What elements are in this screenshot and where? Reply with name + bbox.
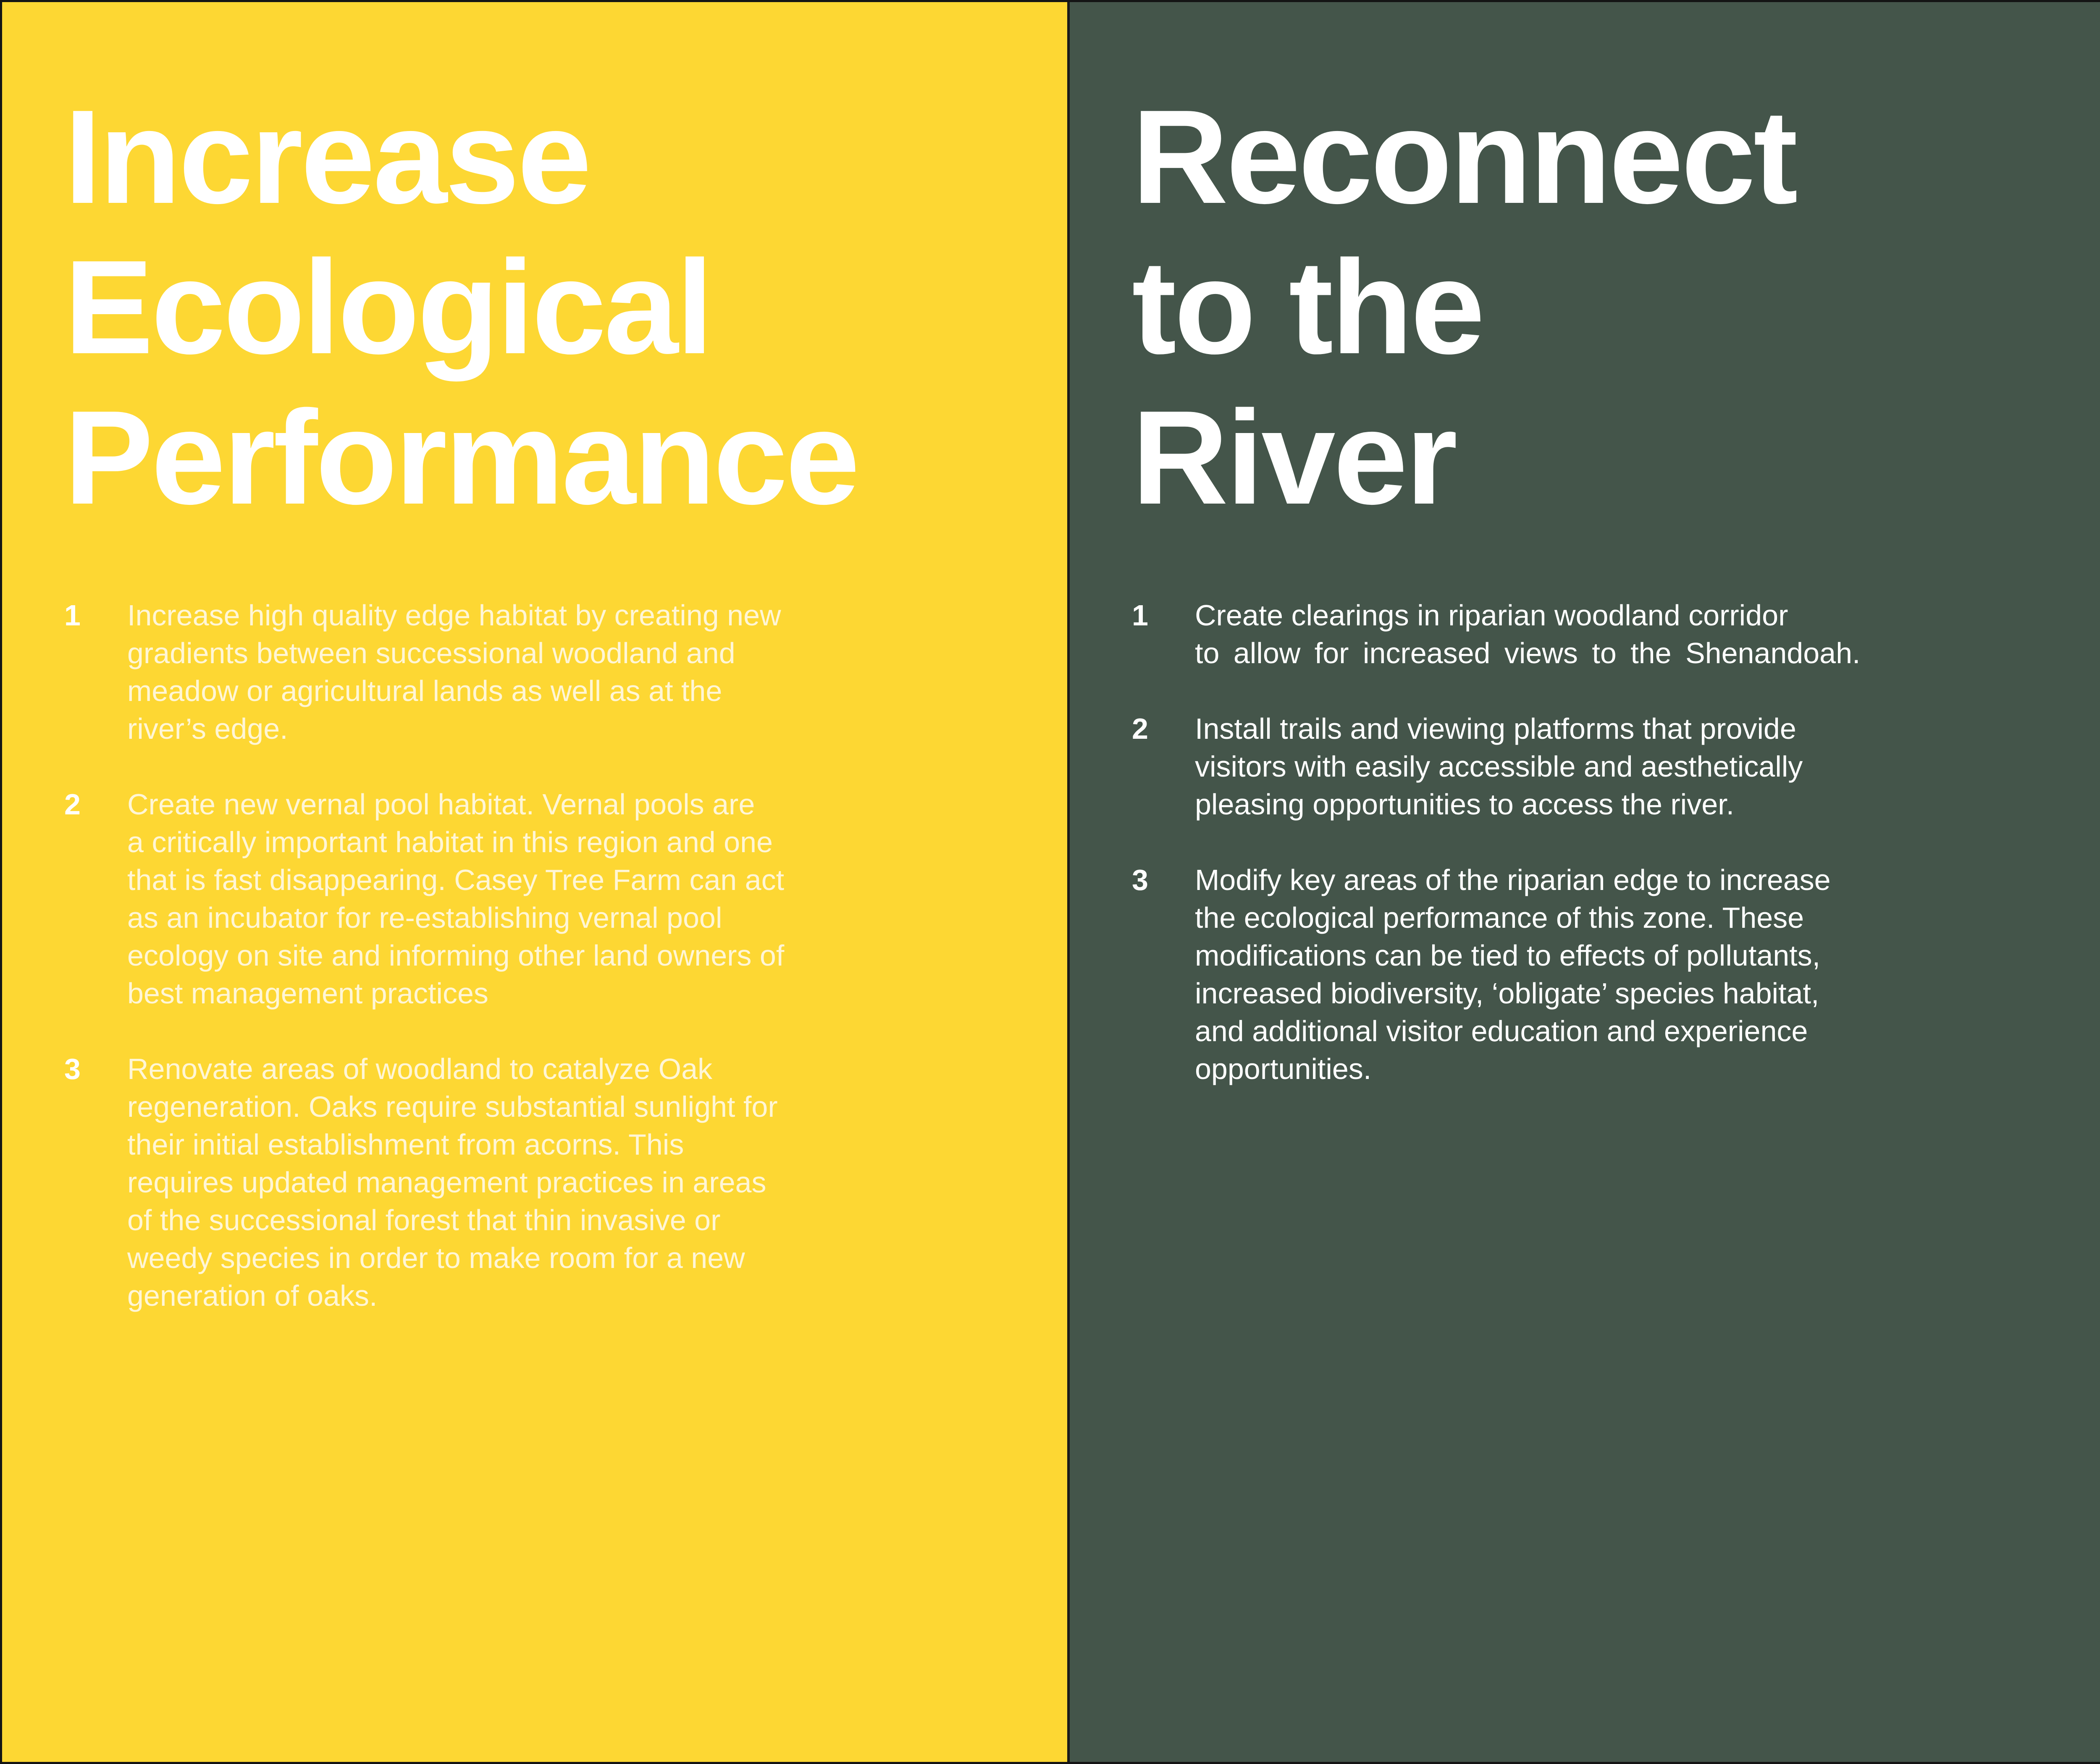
item-number: 3	[64, 1053, 81, 1085]
title-line: to the	[1132, 233, 1485, 382]
title-line: Performance	[64, 383, 860, 532]
text-line: that is fast disappearing. Casey Tree Fa…	[127, 864, 785, 896]
text-line: Install trails and viewing platforms tha…	[1195, 712, 1796, 745]
item-number: 1	[64, 599, 81, 632]
text-line: to allow for increased views to the Shen…	[1195, 637, 1861, 669]
text-line: ecology on site and informing other land…	[127, 939, 785, 972]
text-line: a critically important habitat in this r…	[127, 826, 773, 858]
text-line: Increase high quality edge habitat by cr…	[127, 599, 781, 632]
ecological-performance-panel: Increase Ecological Performance 1 Increa…	[2, 2, 1070, 1762]
text-line: best management practices	[127, 977, 488, 1010]
text-line: gradients between successional woodland …	[127, 637, 735, 669]
reconnect-river-title: Reconnect to the River	[1132, 82, 1798, 533]
item-text: Create new vernal pool habitat. Vernal p…	[127, 785, 784, 1012]
text-line: Modify key areas of the riparian edge to…	[1195, 864, 1831, 896]
text-line: requires updated management practices in…	[127, 1166, 766, 1199]
item-text: Create clearings in riparian woodland co…	[1195, 596, 1860, 672]
text-line: pleasing opportunities to access the riv…	[1195, 788, 1735, 821]
ecological-performance-list: 1 Increase high quality edge habitat by …	[64, 596, 784, 1352]
list-item: 1 Increase high quality edge habitat by …	[64, 596, 784, 748]
text-line: visitors with easily accessible and aest…	[1195, 750, 1803, 783]
list-item: 2 Create new vernal pool habitat. Vernal…	[64, 785, 784, 1012]
text-line: Create clearings in riparian woodland co…	[1195, 599, 1788, 632]
title-line: River	[1132, 383, 1457, 532]
item-number: 3	[1132, 864, 1148, 896]
text-line: of the successional forest that thin inv…	[127, 1204, 721, 1236]
text-line: opportunities.	[1195, 1053, 1372, 1085]
list-item: 1 Create clearings in riparian woodland …	[1132, 596, 1860, 672]
item-text: Install trails and viewing platforms tha…	[1195, 710, 1803, 823]
text-line: as an incubator for re-establishing vern…	[127, 901, 722, 934]
item-number: 2	[64, 788, 81, 821]
item-text: Increase high quality edge habitat by cr…	[127, 596, 781, 748]
title-line: Ecological	[64, 233, 713, 382]
text-line: the ecological performance of this zone.…	[1195, 901, 1804, 934]
text-line: river’s edge.	[127, 712, 288, 745]
list-item: 3 Modify key areas of the riparian edge …	[1132, 861, 1860, 1088]
title-line: Reconnect	[1132, 82, 1798, 231]
text-line: generation of oaks.	[127, 1279, 378, 1312]
text-line: regeneration. Oaks require substantial s…	[127, 1090, 778, 1123]
ecological-performance-title: Increase Ecological Performance	[64, 82, 860, 533]
title-line: Increase	[64, 82, 592, 231]
reconnect-river-panel: Reconnect to the River 1 Create clearing…	[1070, 2, 2100, 1762]
item-number: 2	[1132, 712, 1148, 745]
list-item: 3 Renovate areas of woodland to catalyze…	[64, 1050, 784, 1315]
text-line: modifications can be tied to effects of …	[1195, 939, 1821, 972]
text-line: their initial establishment from acorns.…	[127, 1128, 684, 1161]
text-line: Renovate areas of woodland to catalyze O…	[127, 1053, 713, 1085]
text-line: meadow or agricultural lands as well as …	[127, 675, 722, 707]
text-line: Create new vernal pool habitat. Vernal p…	[127, 788, 755, 821]
item-number: 1	[1132, 599, 1148, 632]
text-line: weedy species in order to make room for …	[127, 1242, 745, 1274]
text-line: and additional visitor education and exp…	[1195, 1015, 1808, 1047]
list-item: 2 Install trails and viewing platforms t…	[1132, 710, 1860, 823]
item-text: Modify key areas of the riparian edge to…	[1195, 861, 1831, 1088]
reconnect-river-list: 1 Create clearings in riparian woodland …	[1132, 596, 1860, 1126]
item-text: Renovate areas of woodland to catalyze O…	[127, 1050, 778, 1315]
text-line: increased biodiversity, ‘obligate’ speci…	[1195, 977, 1819, 1010]
